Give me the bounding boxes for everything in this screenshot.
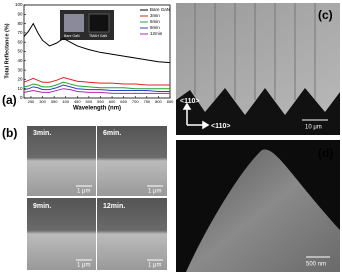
y-tick-label: 10 — [17, 86, 23, 91]
y-tick-label: 100 — [15, 2, 23, 7]
sem-image — [27, 126, 96, 196]
series-line — [23, 88, 170, 94]
x-tick-label: 700 — [132, 99, 139, 104]
x-tick-label: 850 — [167, 99, 174, 104]
inset-sample — [88, 13, 110, 33]
inset-sample — [64, 14, 84, 32]
inset-label: TMAH GaN — [89, 34, 108, 38]
scale-label: 1 μm — [77, 263, 90, 269]
chart: Bare GaN TMAH GaN Wavelength (nm) Total … — [4, 2, 174, 111]
sem-panel-d: 500 nm (d) — [176, 140, 340, 272]
panel-label: (b) — [2, 126, 17, 140]
series-line — [23, 77, 170, 86]
y-axis-label: Total Reflectance (%) — [4, 23, 10, 78]
time-label: 9min. — [33, 203, 51, 210]
sem-panel-c: <110> <110> 10 μm (c) — [176, 3, 340, 135]
x-tick-label: 500 — [86, 99, 93, 104]
y-tick-label: 40 — [17, 58, 23, 63]
series-line — [23, 84, 170, 92]
facets — [176, 3, 340, 115]
panel-label: (d) — [318, 146, 333, 160]
x-tick-label: 350 — [51, 99, 58, 104]
panel-label: (a) — [2, 93, 17, 107]
x-tick-label: 550 — [97, 99, 104, 104]
time-label: 6min. — [103, 130, 121, 137]
y-tick-label: 20 — [17, 77, 23, 82]
legend-label: 9min — [150, 25, 160, 30]
y-tick-label: 80 — [17, 21, 23, 26]
x-tick-label: 400 — [62, 99, 69, 104]
legend-label: 3min — [150, 13, 160, 18]
x-tick-label: 750 — [143, 99, 150, 104]
pyramid — [186, 149, 340, 272]
x-tick-label: 800 — [155, 99, 162, 104]
scale-label: 1 μm — [77, 189, 90, 195]
scale-label: 1 μm — [148, 263, 161, 269]
y-tick-label: 70 — [17, 30, 23, 35]
scale-label: 10 μm — [305, 125, 322, 131]
legend-label: 6min — [150, 19, 160, 24]
series-line — [23, 81, 170, 90]
x-tick-label: 650 — [120, 99, 127, 104]
time-label: 12min. — [103, 203, 125, 210]
sem-image — [97, 198, 167, 270]
legend-label: 12min — [150, 31, 163, 36]
y-tick-label: 60 — [17, 39, 23, 44]
y-tick-label: 0 — [20, 95, 23, 100]
y-tick-label: 50 — [17, 49, 23, 54]
x-axis-label: Wavelength (nm) — [73, 106, 121, 112]
series-line — [23, 22, 171, 64]
y-tick-label: 30 — [17, 67, 23, 72]
sem-image — [97, 126, 167, 196]
direction-label: <110> — [180, 98, 199, 105]
time-label: 3min. — [33, 130, 51, 137]
panel-label: (c) — [318, 8, 333, 22]
scale-label: 1 μm — [148, 189, 161, 195]
scale-label: 500 nm — [306, 262, 326, 268]
x-tick-label: 300 — [39, 99, 46, 104]
x-tick-label: 250 — [28, 99, 35, 104]
y-tick-label: 90 — [17, 11, 23, 16]
sem-panel-b: 3min. 6min. 9min. 12min. 1 μm 1 μm 1 μm … — [27, 126, 167, 270]
direction-label: <110> — [211, 123, 230, 130]
legend-label: Bare GaN — [150, 7, 170, 12]
x-tick-label: 450 — [74, 99, 81, 104]
sem-image — [27, 198, 96, 270]
inset-label: Bare GaN — [64, 34, 80, 38]
x-tick-label: 600 — [109, 99, 116, 104]
